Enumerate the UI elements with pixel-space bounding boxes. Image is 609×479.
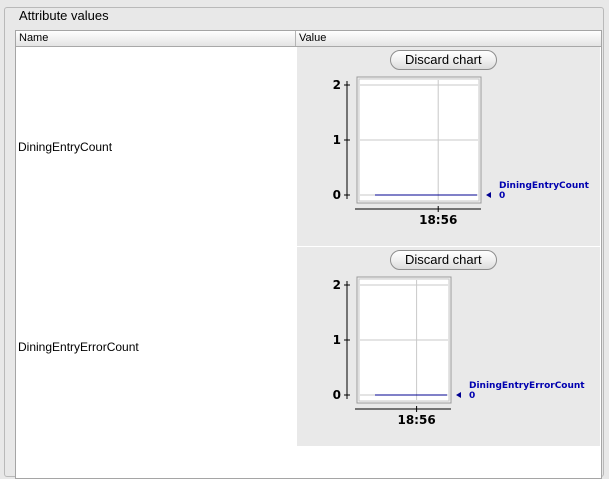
- x-tick-label: 18:56: [397, 413, 435, 427]
- table-row[interactable]: DiningEntryCount Discard chart 0 1 2 18:56 D…: [16, 47, 601, 247]
- legend-current-value: 0: [499, 191, 505, 201]
- column-header-name[interactable]: Name: [16, 31, 296, 46]
- y-tick-label: 2: [333, 278, 341, 292]
- attribute-name: DiningEntryCount: [18, 140, 113, 154]
- attribute-values-group: Attribute values Name Value DiningEntryC…: [4, 7, 604, 479]
- column-header-value[interactable]: Value: [299, 32, 327, 44]
- y-tick-label: 0: [333, 388, 341, 402]
- legend-series-name: DiningEntryCount: [499, 181, 590, 191]
- legend-marker-icon: [486, 192, 491, 198]
- x-tick-label: 18:56: [419, 213, 457, 227]
- table-row[interactable]: DiningEntryErrorCount Discard chart 0 1 2 1…: [16, 247, 601, 447]
- discard-chart-button[interactable]: Discard chart: [390, 50, 497, 70]
- legend-current-value: 0: [469, 391, 475, 401]
- y-tick-label: 1: [333, 133, 341, 147]
- legend-marker-icon: [456, 392, 461, 398]
- discard-chart-button[interactable]: Discard chart: [390, 250, 497, 270]
- group-title: Attribute values: [17, 8, 111, 23]
- table-header: Name Value: [16, 31, 601, 47]
- attribute-name: DiningEntryErrorCount: [18, 340, 139, 354]
- attribute-table: Name Value DiningEntryCount Discard char…: [15, 30, 602, 479]
- legend-series-name: DiningEntryErrorCount: [469, 381, 585, 391]
- value-cell: Discard chart 0 1 2 18:56 DiningEntryErrorCo…: [297, 247, 600, 446]
- y-tick-label: 2: [333, 78, 341, 92]
- y-tick-label: 1: [333, 333, 341, 347]
- y-tick-label: 0: [333, 188, 341, 202]
- value-cell: Discard chart 0 1 2 18:56 DiningEntryCount 0: [297, 47, 600, 246]
